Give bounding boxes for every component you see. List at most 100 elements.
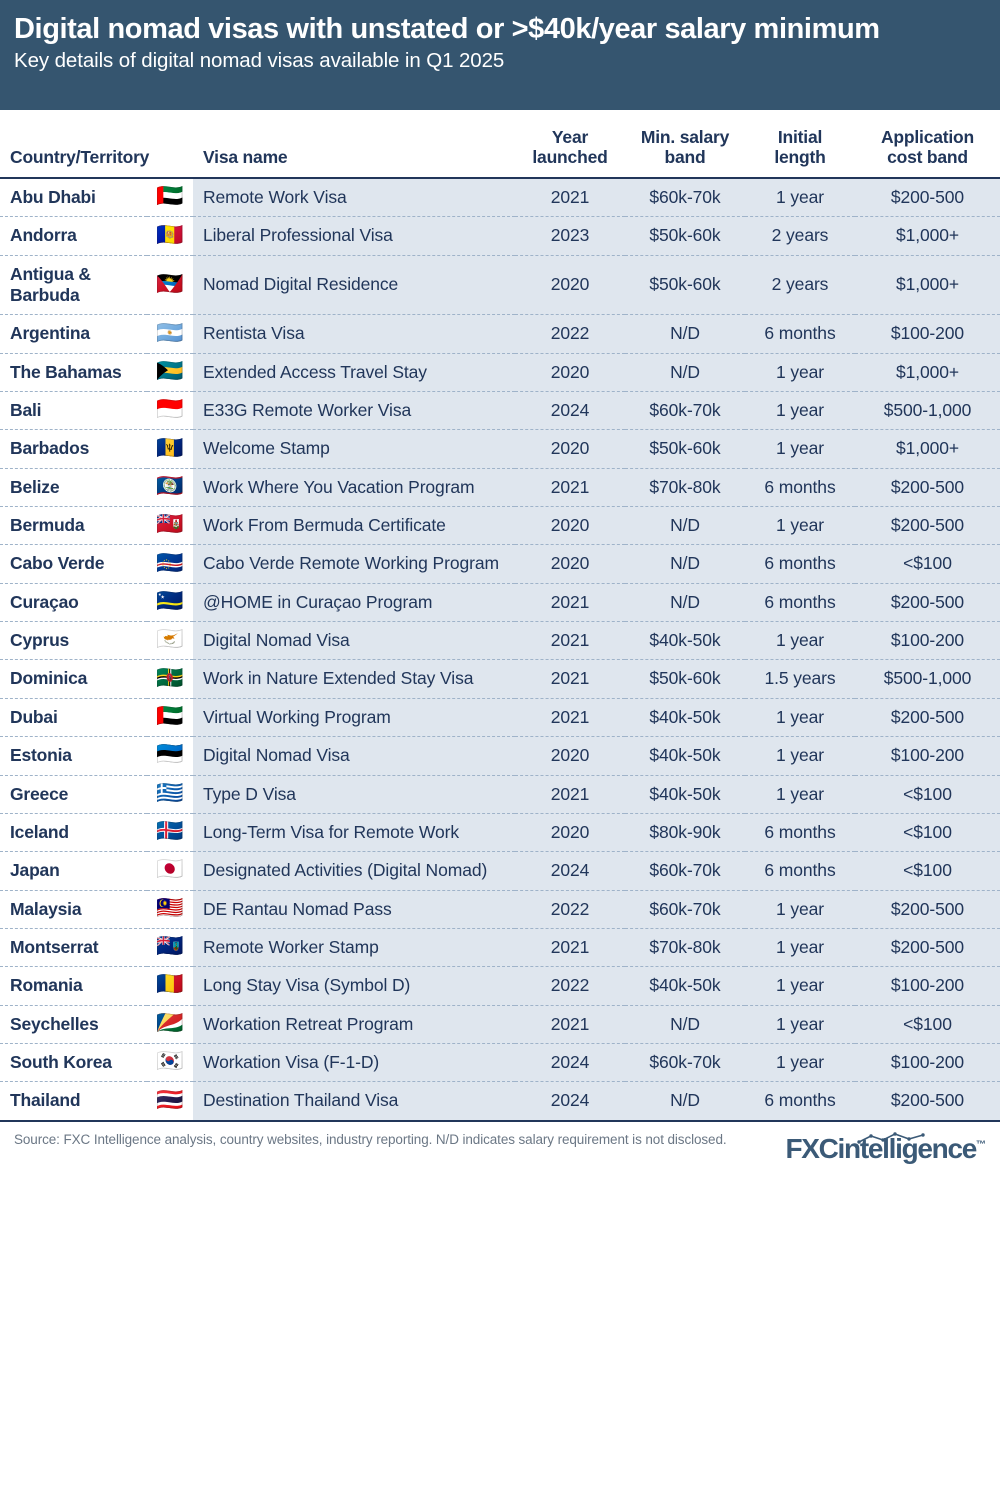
cell-year-launched: 2022 [515, 314, 625, 354]
cell-min-salary-band: $70k-80k [625, 928, 745, 968]
table-row: Argentina 🇦🇷 Rentista Visa 2022 N/D 6 months $… [0, 314, 1000, 354]
table-row: Thailand 🇹🇭 Destination Thailand Visa 2024 N… [0, 1081, 1000, 1120]
table-row: Cyprus 🇨🇾 Digital Nomad Visa 2021 $40k-50k 1 … [0, 621, 1000, 661]
cell-initial-length: 6 months [745, 314, 855, 354]
cell-min-salary-band: $50k-60k [625, 255, 745, 316]
flag-thailand-icon: 🇹🇭 [147, 1081, 193, 1120]
flag-cabo-verde-icon: 🇨🇻 [147, 544, 193, 584]
flag-south-korea-icon: 🇰🇷 [147, 1043, 193, 1083]
cell-year-launched: 2021 [515, 621, 625, 661]
cell-application-cost-band: $500-1,000 [855, 659, 1000, 699]
cell-visa-name: Cabo Verde Remote Working Program [193, 544, 515, 584]
fxc-intelligence-logo: FXCintelligence™ [785, 1131, 986, 1165]
cell-application-cost-band: $1,000+ [855, 216, 1000, 256]
cell-year-launched: 2023 [515, 216, 625, 256]
cell-country: Dubai [0, 698, 147, 738]
cell-initial-length: 1 year [745, 506, 855, 546]
cell-year-launched: 2021 [515, 468, 625, 508]
cell-year-launched: 2022 [515, 966, 625, 1006]
cell-visa-name: Remote Work Visa [193, 178, 515, 218]
sparkline-icon [857, 1131, 926, 1144]
cell-country: Iceland [0, 813, 147, 853]
cell-initial-length: 1 year [745, 775, 855, 814]
cell-application-cost-band: $200-500 [855, 1081, 1000, 1120]
cell-application-cost-band: $200-500 [855, 506, 1000, 546]
table-row: Malaysia 🇲🇾 DE Rantau Nomad Pass 2022 $60k-7… [0, 890, 1000, 929]
cell-application-cost-band: $200-500 [855, 178, 1000, 218]
cell-initial-length: 1 year [745, 698, 855, 738]
cell-country: Barbados [0, 429, 147, 469]
cell-min-salary-band: $40k-50k [625, 621, 745, 661]
cell-visa-name: Rentista Visa [193, 314, 515, 354]
cell-initial-length: 6 months [745, 468, 855, 508]
cell-initial-length: 6 months [745, 1081, 855, 1120]
cell-initial-length: 1 year [745, 966, 855, 1006]
cell-min-salary-band: N/D [625, 583, 745, 623]
cell-visa-name: Liberal Professional Visa [193, 216, 515, 256]
cell-min-salary-band: $60k-70k [625, 890, 745, 929]
table-row: Bali 🇮🇩 E33G Remote Worker Visa 2024 $60k-70… [0, 391, 1000, 431]
page-title: Digital nomad visas with unstated or >$4… [14, 13, 880, 45]
flag-greece-icon: 🇬🇷 [147, 775, 193, 814]
cell-min-salary-band: $40k-50k [625, 736, 745, 776]
cell-min-salary-band: $70k-80k [625, 468, 745, 508]
cell-country: Cyprus [0, 621, 147, 661]
flag-dominica-icon: 🇩🇲 [147, 659, 193, 699]
cell-initial-length: 2 years [745, 216, 855, 256]
column-header-initial-length: Initial length [745, 110, 855, 179]
flag-montserrat-icon: 🇲🇸 [147, 928, 193, 968]
cell-visa-name: Workation Retreat Program [193, 1005, 515, 1044]
cell-initial-length: 1 year [745, 736, 855, 776]
visa-table-container: Country/Territory Visa name Year launche… [0, 110, 1000, 1120]
cell-visa-name: Welcome Stamp [193, 429, 515, 469]
table-row: Andorra 🇦🇩 Liberal Professional Visa 2023 $5… [0, 216, 1000, 256]
flag-andorra-icon: 🇦🇩 [147, 216, 193, 256]
cell-visa-name: @HOME in Curaçao Program [193, 583, 515, 623]
flag-bahamas-icon: 🇧🇸 [147, 353, 193, 393]
cell-country: Andorra [0, 216, 147, 256]
cell-country: Thailand [0, 1081, 147, 1120]
cell-application-cost-band: $500-1,000 [855, 391, 1000, 431]
cell-application-cost-band: $100-200 [855, 966, 1000, 1006]
cell-min-salary-band: $50k-60k [625, 659, 745, 699]
column-header-year-line1: Year [551, 127, 589, 148]
cell-country: Bali [0, 391, 147, 431]
cell-year-launched: 2024 [515, 1043, 625, 1083]
cell-initial-length: 1 year [745, 178, 855, 218]
cell-min-salary-band: $60k-70k [625, 391, 745, 431]
cell-application-cost-band: $1,000+ [855, 429, 1000, 469]
table-row: Estonia 🇪🇪 Digital Nomad Visa 2020 $40k-50k 1… [0, 736, 1000, 776]
cell-year-launched: 2020 [515, 736, 625, 776]
cell-country: Montserrat [0, 928, 147, 968]
cell-visa-name: Type D Visa [193, 775, 515, 814]
cell-min-salary-band: N/D [625, 506, 745, 546]
column-header-min-salary-band: Min. salary band [625, 110, 745, 179]
cell-initial-length: 1 year [745, 353, 855, 393]
column-header-length-line2: length [774, 147, 826, 168]
source-note: Source: FXC Intelligence analysis, count… [14, 1131, 727, 1147]
cell-application-cost-band: $200-500 [855, 698, 1000, 738]
cell-initial-length: 6 months [745, 544, 855, 584]
cell-visa-name: Nomad Digital Residence [193, 255, 515, 316]
cell-country: Bermuda [0, 506, 147, 546]
cell-min-salary-band: $60k-70k [625, 1043, 745, 1083]
cell-application-cost-band: <$100 [855, 813, 1000, 853]
flag-abu-dhabi-icon: 🇦🇪 [147, 178, 193, 218]
cell-min-salary-band: $50k-60k [625, 429, 745, 469]
cell-country: Seychelles [0, 1005, 147, 1044]
table-row: Japan 🇯🇵 Designated Activities (Digital No… [0, 851, 1000, 891]
cell-application-cost-band: $100-200 [855, 621, 1000, 661]
cell-initial-length: 6 months [745, 851, 855, 891]
flag-dubai-icon: 🇦🇪 [147, 698, 193, 738]
cell-application-cost-band: $1,000+ [855, 255, 1000, 316]
flag-iceland-icon: 🇮🇸 [147, 813, 193, 853]
table-row: Iceland 🇮🇸 Long-Term Visa for Remote Work 2… [0, 813, 1000, 853]
column-header-length-line1: Initial [777, 127, 823, 148]
table-row: Dominica 🇩🇲 Work in Nature Extended Stay V… [0, 659, 1000, 699]
cell-year-launched: 2022 [515, 890, 625, 929]
cell-min-salary-band: $50k-60k [625, 216, 745, 256]
cell-min-salary-band: $40k-50k [625, 698, 745, 738]
flag-barbados-icon: 🇧🇧 [147, 429, 193, 469]
table-row: South Korea 🇰🇷 Workation Visa (F-1-D) 2024 $… [0, 1043, 1000, 1083]
table-header: Country/Territory Visa name Year launche… [0, 110, 1000, 179]
